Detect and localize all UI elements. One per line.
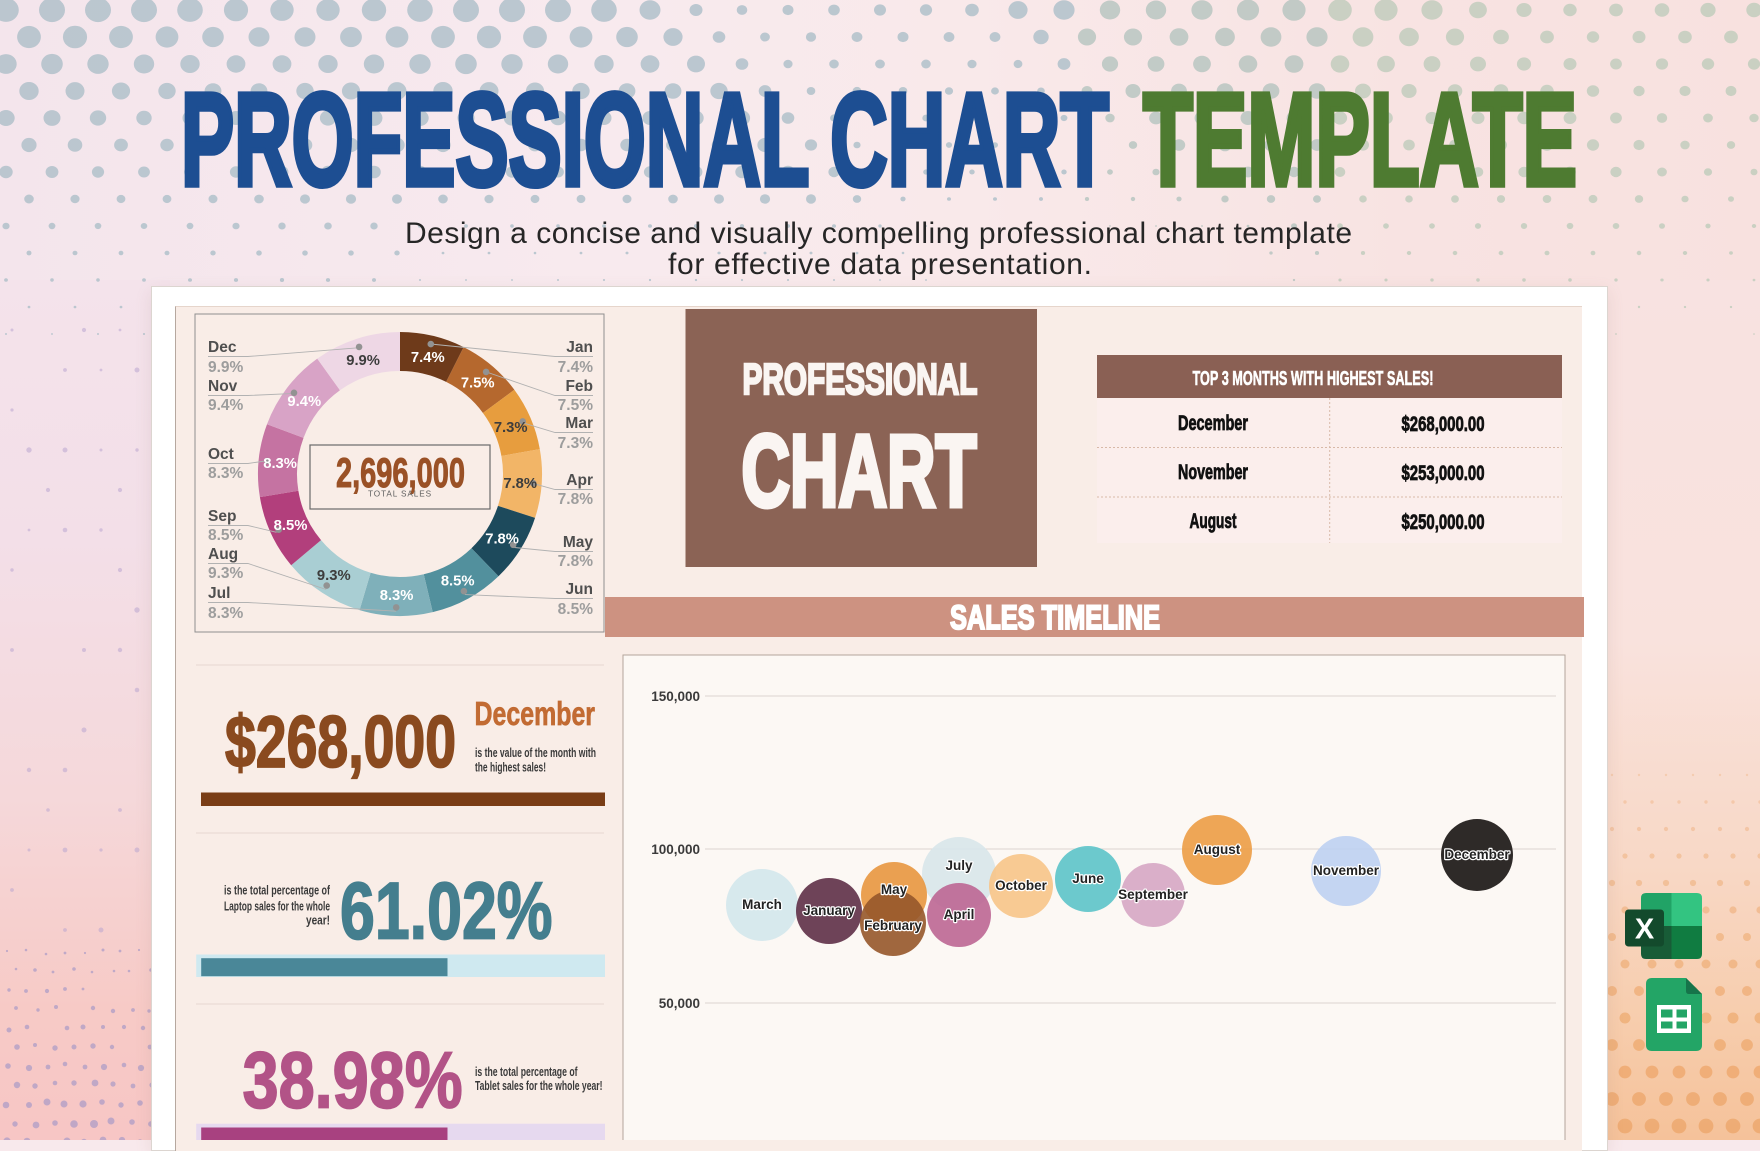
svg-text:October: October: [995, 878, 1048, 893]
svg-text:July: July: [945, 858, 973, 873]
svg-text:December: December: [1444, 847, 1510, 862]
svg-text:Oct: Oct: [208, 446, 234, 463]
svg-text:April: April: [944, 907, 975, 922]
svg-text:December: December: [475, 695, 596, 732]
svg-text:Mar: Mar: [565, 415, 593, 432]
svg-text:February: February: [864, 918, 922, 933]
svg-text:8.5%: 8.5%: [558, 601, 594, 618]
svg-text:9.3%: 9.3%: [208, 565, 244, 582]
svg-text:7.5%: 7.5%: [461, 375, 495, 391]
svg-text:61.02%: 61.02%: [340, 867, 553, 957]
svg-text:Jun: Jun: [565, 581, 593, 598]
svg-text:8.3%: 8.3%: [208, 605, 244, 622]
svg-text:$268,000: $268,000: [225, 702, 456, 783]
svg-text:SALES TIMELINE: SALES TIMELINE: [950, 599, 1160, 637]
svg-text:7.8%: 7.8%: [503, 476, 537, 492]
svg-text:$250,000.00: $250,000.00: [1402, 511, 1485, 534]
svg-text:8.3%: 8.3%: [263, 456, 297, 472]
svg-text:September: September: [1118, 887, 1189, 902]
svg-text:Apr: Apr: [566, 472, 593, 489]
svg-text:7.8%: 7.8%: [485, 531, 519, 547]
svg-text:January: January: [803, 903, 855, 918]
svg-text:Dec: Dec: [208, 339, 237, 356]
svg-text:$253,000.00: $253,000.00: [1402, 462, 1485, 485]
svg-text:7.8%: 7.8%: [558, 553, 594, 570]
svg-text:7.4%: 7.4%: [558, 359, 594, 376]
svg-text:7.3%: 7.3%: [494, 420, 528, 436]
svg-text:38.98%: 38.98%: [243, 1036, 463, 1125]
svg-text:8.3%: 8.3%: [208, 465, 244, 482]
svg-text:8.5%: 8.5%: [274, 518, 308, 534]
svg-text:9.9%: 9.9%: [346, 353, 380, 369]
svg-text:August: August: [1190, 510, 1237, 533]
svg-text:8.5%: 8.5%: [441, 573, 475, 589]
svg-text:9.3%: 9.3%: [317, 568, 351, 584]
svg-text:Feb: Feb: [565, 378, 593, 395]
svg-text:7.3%: 7.3%: [558, 435, 594, 452]
svg-text:March: March: [742, 897, 782, 912]
svg-text:PROFESSIONAL: PROFESSIONAL: [743, 355, 978, 404]
svg-text:8.3%: 8.3%: [380, 588, 414, 604]
svg-text:TOTAL SALES: TOTAL SALES: [368, 490, 432, 499]
svg-text:Jan: Jan: [566, 339, 593, 356]
svg-text:9.4%: 9.4%: [287, 394, 321, 410]
svg-text:Aug: Aug: [208, 546, 238, 563]
svg-text:is the value of the month with: is the value of the month with: [475, 745, 596, 760]
svg-text:TOP 3 MONTHS WITH HIGHEST SALE: TOP 3 MONTHS WITH HIGHEST SALES!: [1193, 368, 1434, 390]
svg-text:Sep: Sep: [208, 508, 236, 525]
svg-text:December: December: [1178, 412, 1248, 435]
svg-text:June: June: [1072, 871, 1104, 886]
svg-text:7.5%: 7.5%: [558, 397, 594, 414]
svg-text:November: November: [1313, 863, 1380, 878]
svg-text:is the total percentage of: is the total percentage of: [224, 883, 330, 898]
svg-text:9.9%: 9.9%: [208, 359, 244, 376]
svg-text:100,000: 100,000: [651, 842, 700, 857]
svg-text:8.5%: 8.5%: [208, 527, 244, 544]
svg-text:the highest sales!: the highest sales!: [475, 760, 546, 775]
svg-text:50,000: 50,000: [659, 996, 700, 1011]
svg-text:Laptop sales for the whole: Laptop sales for the whole: [224, 899, 330, 914]
svg-text:150,000: 150,000: [651, 689, 700, 704]
svg-text:Tablet sales for the whole yea: Tablet sales for the whole year!: [475, 1078, 603, 1093]
svg-text:7.4%: 7.4%: [411, 350, 445, 366]
svg-text:August: August: [1194, 842, 1241, 857]
svg-text:November: November: [1178, 461, 1248, 484]
svg-text:7.8%: 7.8%: [558, 491, 594, 508]
svg-text:is the total percentage of: is the total percentage of: [475, 1064, 578, 1079]
svg-text:Nov: Nov: [208, 378, 238, 395]
svg-text:X: X: [1635, 914, 1655, 946]
svg-text:year!: year!: [306, 913, 330, 928]
svg-text:9.4%: 9.4%: [208, 397, 244, 414]
svg-text:Jul: Jul: [208, 585, 230, 602]
svg-text:May: May: [881, 882, 908, 897]
svg-text:$268,000.00: $268,000.00: [1402, 413, 1485, 436]
svg-text:May: May: [563, 534, 594, 551]
svg-text:CHART: CHART: [742, 414, 977, 528]
